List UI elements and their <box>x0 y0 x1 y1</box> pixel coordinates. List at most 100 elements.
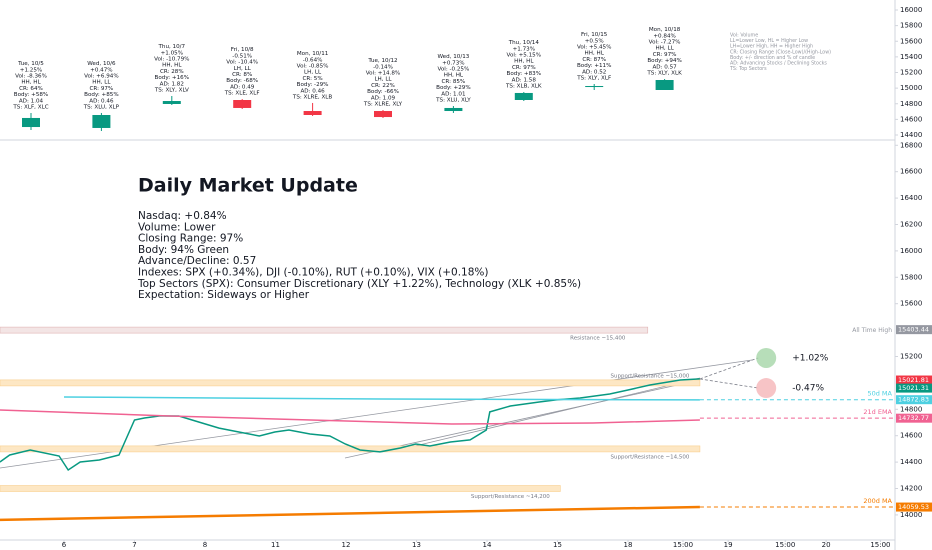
day-summary-line: Tue, 10/5 <box>17 61 44 67</box>
candle-body <box>162 101 181 104</box>
y-tick-label: 15800 <box>900 273 922 281</box>
x-tick-label: 13 <box>412 541 421 549</box>
price-line <box>0 378 700 472</box>
day-summary-line: HH, HL <box>21 80 41 86</box>
x-tick-label: 15:00 <box>775 541 795 549</box>
day-summary-line: TS: XLU, XLP <box>83 104 120 110</box>
x-tick-label: 8 <box>203 541 207 549</box>
trend-line <box>344 379 701 459</box>
level-label: Support/Resistance ~14,200 <box>471 494 550 500</box>
day-summary-line: CR: 22% <box>371 83 395 89</box>
day-summary-line: Vol: +14.8% <box>366 71 401 77</box>
day-summary-line: Vol: -8.36% <box>15 73 47 79</box>
day-summary-line: Vol: -10.4% <box>226 60 258 66</box>
note-line: Body: 94% Green <box>138 244 229 256</box>
day-summary-line: CR: 64% <box>19 86 43 92</box>
day-summary-line: AD: 1.09 <box>371 95 396 101</box>
day-summary-line: +1.73% <box>513 46 535 52</box>
legend-note: TS: Top Sectors <box>729 66 767 72</box>
day-summary-line: +0.73% <box>442 60 464 66</box>
legend-note: AD: Advancing Stocks / Declining Stocks <box>730 61 827 67</box>
day-summary-line: Vol: +5.45% <box>577 44 612 50</box>
day-summary-line: Fri, 10/8 <box>231 47 254 53</box>
note-line: Closing Range: 97% <box>138 233 243 245</box>
day-summary-line: HH, HL <box>585 51 605 57</box>
y-tick-label: 14600 <box>900 432 922 440</box>
moving-average <box>0 505 700 522</box>
day-summary-line: LH, LL <box>374 77 392 83</box>
y-tick-label: 16400 <box>900 194 922 202</box>
ma-name: 50d MA <box>867 390 892 398</box>
x-tick-label: 15:00 <box>870 541 890 549</box>
day-summary-line: AD: 0.46 <box>89 98 114 104</box>
day-summary-line: Mon, 10/11 <box>297 51 329 57</box>
x-tick-label: 15:00 <box>673 541 693 549</box>
top-y-tick-label: 14600 <box>900 115 922 123</box>
x-tick-label: 18 <box>624 541 633 549</box>
projection-target <box>756 347 777 368</box>
candle-body <box>92 115 111 128</box>
day-summary-line: Body: +83% <box>507 71 542 77</box>
day-summary-line: TS: XLRE, XLB <box>292 94 333 100</box>
day-summary-line: CR: 87% <box>582 57 606 63</box>
top-y-tick-label: 14400 <box>900 131 922 139</box>
price-tag-label: 15021.81 <box>898 376 929 384</box>
price-tag-label: 14732.77 <box>898 414 929 422</box>
candle-body <box>585 86 604 88</box>
top-y-tick-label: 15200 <box>900 69 922 77</box>
day-summary-line: LH, LL <box>234 66 252 72</box>
moving-average <box>0 409 700 425</box>
candle-body <box>444 107 463 112</box>
y-tick-label: 14200 <box>900 485 922 493</box>
day-summary-line: Body: -68% <box>226 78 258 84</box>
day-summary-line: AD: 1.04 <box>19 98 44 104</box>
moving-average <box>63 396 700 401</box>
day-summary-line: +1.25% <box>20 67 42 73</box>
tag-name: All Time High <box>852 327 892 334</box>
day-summary-line: +0.84% <box>653 33 675 39</box>
day-summary-line: +1.05% <box>161 50 183 56</box>
top-y-tick-label: 15800 <box>900 22 922 30</box>
price-tag-label: 14059.53 <box>898 503 929 511</box>
y-tick-label: 15600 <box>900 300 922 308</box>
projection-target <box>756 378 777 399</box>
price-tag-label: 15021.31 <box>898 384 929 392</box>
x-tick-label: 14 <box>483 541 492 549</box>
day-summary-line: TS: XLY, XLK <box>646 70 682 76</box>
day-summary-line: TS: XLY, XLV <box>154 88 189 94</box>
day-summary-line: CR: 5% <box>303 76 323 82</box>
title: Daily Market Update <box>138 175 358 197</box>
day-summary-line: -0.51% <box>232 53 252 59</box>
day-summary-line: HH, LL <box>655 46 674 52</box>
day-summary-line: -0.14% <box>373 64 393 70</box>
y-tick-label: 16600 <box>900 168 922 176</box>
price-tag <box>896 375 932 385</box>
day-summary-line: Body: +58% <box>14 92 49 98</box>
x-tick-label: 7 <box>132 541 136 549</box>
candle-body <box>374 111 392 118</box>
day-summary-line: CR: 28% <box>160 69 184 75</box>
day-summary-line: HH, HL <box>514 59 534 65</box>
y-tick-label: 16200 <box>900 220 922 228</box>
x-tick-label: 19 <box>724 541 733 549</box>
day-summary-line: TS: XLB, XLK <box>505 84 542 90</box>
candle-body <box>22 117 40 128</box>
projection-label: +1.02% <box>792 353 829 363</box>
note-line: Advance/Decline: 0.57 <box>138 255 256 267</box>
note-line: Expectation: Sideways or Higher <box>138 289 310 301</box>
note-line: Top Sectors (SPX): Consumer Discretionar… <box>137 278 581 290</box>
y-tick-label: 16800 <box>900 141 922 149</box>
x-tick-label: 12 <box>342 541 351 549</box>
day-summary-line: CR: 8% <box>232 72 252 78</box>
day-summary-line: LH, LL <box>304 70 322 76</box>
y-tick-label: 16000 <box>900 247 922 255</box>
day-summary-line: TS: XLF, XLC <box>12 104 48 110</box>
day-summary-line: Wed, 10/6 <box>87 61 116 67</box>
day-summary-line: Body: +85% <box>84 92 119 98</box>
day-summary-line: Fri, 10/15 <box>581 32 608 38</box>
day-summary-line: AD: 1.58 <box>512 77 537 83</box>
day-summary-line: AD: 0.49 <box>230 84 255 90</box>
day-summary-line: AD: 0.57 <box>652 64 677 70</box>
